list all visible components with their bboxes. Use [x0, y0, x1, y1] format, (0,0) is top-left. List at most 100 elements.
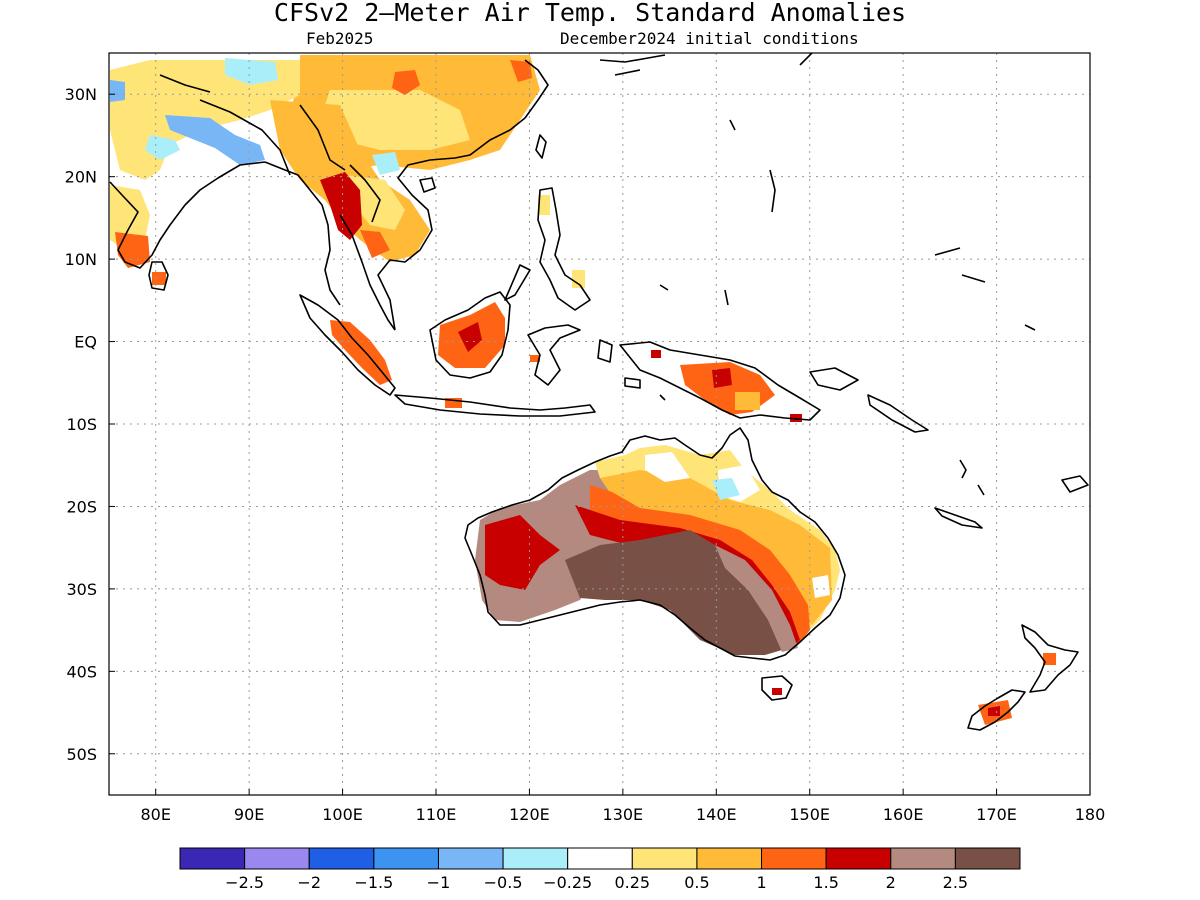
lat-tick-label: 20S	[66, 497, 97, 516]
coast-solomons	[867, 394, 929, 433]
coast-japan	[599, 54, 666, 76]
lat-tick-label: 10N	[65, 250, 97, 269]
lon-tick-label: 150E	[789, 805, 830, 824]
lon-tick-label: 170E	[976, 805, 1017, 824]
lat-tick-label: 30N	[65, 85, 97, 104]
coast-malay-peninsula	[339, 214, 396, 331]
anomaly-pilbara-red	[485, 515, 560, 590]
colorbar-swatch	[954, 847, 1021, 870]
colorbar-label: −0.25	[543, 873, 592, 892]
colorbar-swatch	[890, 847, 956, 870]
coast-sulawesi	[527, 324, 581, 386]
latitude-tick-labels: 30N 20N 10N EQ 10S 20S 30S 40S 50S	[65, 85, 115, 764]
anomaly-australia-cape-cyan	[712, 478, 740, 500]
anomaly-thailand-orange	[360, 230, 390, 258]
lat-tick-label: 50S	[66, 745, 97, 764]
colorbar-swatch	[308, 847, 375, 870]
coast-bay-of-bengal	[264, 161, 341, 306]
lat-tick-label: 40S	[66, 662, 97, 681]
coast-borneo	[429, 291, 511, 379]
coast-fiji	[1061, 475, 1089, 493]
colorbar-label: −1	[427, 873, 451, 892]
colorbar-label: −1.5	[354, 873, 393, 892]
anomaly-newguinea-red	[712, 368, 732, 388]
anomaly-indochina-yellow	[345, 175, 405, 230]
colorbar-label: −2.5	[225, 873, 264, 892]
coast-new-caledonia	[934, 507, 983, 529]
colorbar-label: −0.5	[484, 873, 523, 892]
colorbar-swatch	[244, 847, 310, 870]
lon-tick-label: 180	[1075, 805, 1106, 824]
colorbar: −2.5 −2 −1.5 −1 −0.5 −0.25 0.25 0.5 1 1.5 2 2.5	[179, 847, 1021, 892]
coast-newguinea	[619, 341, 821, 421]
coast-nz-south	[967, 689, 1026, 731]
lon-tick-label: 90E	[234, 805, 264, 824]
anomaly-sumatra	[330, 320, 392, 385]
colorbar-label: 2.5	[943, 873, 968, 892]
coast-newbritain	[809, 367, 859, 391]
anomaly-tasmania-spot	[772, 688, 782, 695]
coast-australia	[464, 427, 846, 661]
coast-hainan	[419, 177, 436, 193]
colorbar-swatch	[437, 847, 504, 870]
anomaly-philippines	[538, 195, 585, 288]
colorbar-swatch	[761, 847, 827, 870]
lon-tick-label: 80E	[140, 805, 170, 824]
coast-taiwan	[535, 134, 547, 159]
anomaly-australia-brown-light-east	[715, 545, 798, 652]
colorbar-label: 0.25	[614, 873, 650, 892]
colorbar-label: −2	[297, 873, 321, 892]
lon-tick-label: 160E	[883, 805, 924, 824]
coast-india-inland-borders	[159, 74, 381, 223]
lon-tick-label: 130E	[603, 805, 644, 824]
anomaly-tibet-yellow	[320, 90, 470, 150]
anomaly-shading	[110, 55, 1056, 725]
lon-tick-label: 120E	[509, 805, 550, 824]
colorbar-label: 1	[756, 873, 766, 892]
anomaly-china-south-cyan	[372, 152, 400, 175]
anomaly-newguinea-orange	[735, 392, 760, 410]
coast-moluccas	[597, 339, 641, 389]
map-title: CFSv2 2–Meter Air Temp. Standard Anomali…	[274, 0, 906, 27]
coast-java	[394, 394, 596, 417]
lon-tick-label: 110E	[416, 805, 457, 824]
map-area	[109, 53, 1090, 795]
anomaly-australia-orange-light	[600, 470, 832, 625]
colorbar-swatch	[631, 847, 698, 870]
anomaly-newbritain-spot	[790, 414, 802, 422]
anomaly-west-blue	[110, 80, 125, 102]
coast-pacific-islands	[659, 53, 1036, 401]
anomaly-china-east	[510, 60, 532, 82]
anomaly-nz-north	[1043, 653, 1056, 665]
colorbar-swatch	[567, 847, 633, 870]
colorbar-label: 0.5	[684, 873, 709, 892]
anomaly-kashmir-cyan	[225, 58, 278, 85]
coastlines	[109, 53, 1089, 731]
initial-conditions-label: December2024 initial conditions	[560, 29, 859, 48]
colorbar-label: 1.5	[813, 873, 838, 892]
coast-srilanka	[148, 261, 169, 291]
lon-tick-label: 100E	[322, 805, 363, 824]
anomaly-australia-red	[575, 505, 800, 648]
lat-tick-label: EQ	[74, 333, 97, 352]
coast-indochina	[377, 59, 549, 331]
lat-tick-label: 10S	[66, 415, 97, 434]
anomaly-png-spot	[651, 350, 661, 358]
anomaly-myanmar-red	[320, 172, 362, 240]
colorbar-swatch	[502, 847, 569, 870]
anomaly-sulawesi-spot	[530, 355, 540, 362]
anomaly-himalaya-cyan	[145, 135, 180, 160]
anomaly-srilanka	[152, 272, 166, 285]
anomaly-nz-south-red	[988, 706, 1000, 716]
colorbar-label: 2	[886, 873, 896, 892]
colorbar-swatch	[696, 847, 763, 870]
coast-sumatra	[299, 294, 396, 396]
coast-philippines	[504, 187, 591, 311]
coast-nz-north	[1021, 624, 1079, 693]
coast-vanuatu	[959, 459, 985, 496]
lat-tick-label: 20N	[65, 168, 97, 187]
colorbar-swatch	[179, 847, 246, 870]
valid-month-label: Feb2025	[306, 29, 373, 48]
anomaly-brisbane-white	[812, 575, 830, 598]
